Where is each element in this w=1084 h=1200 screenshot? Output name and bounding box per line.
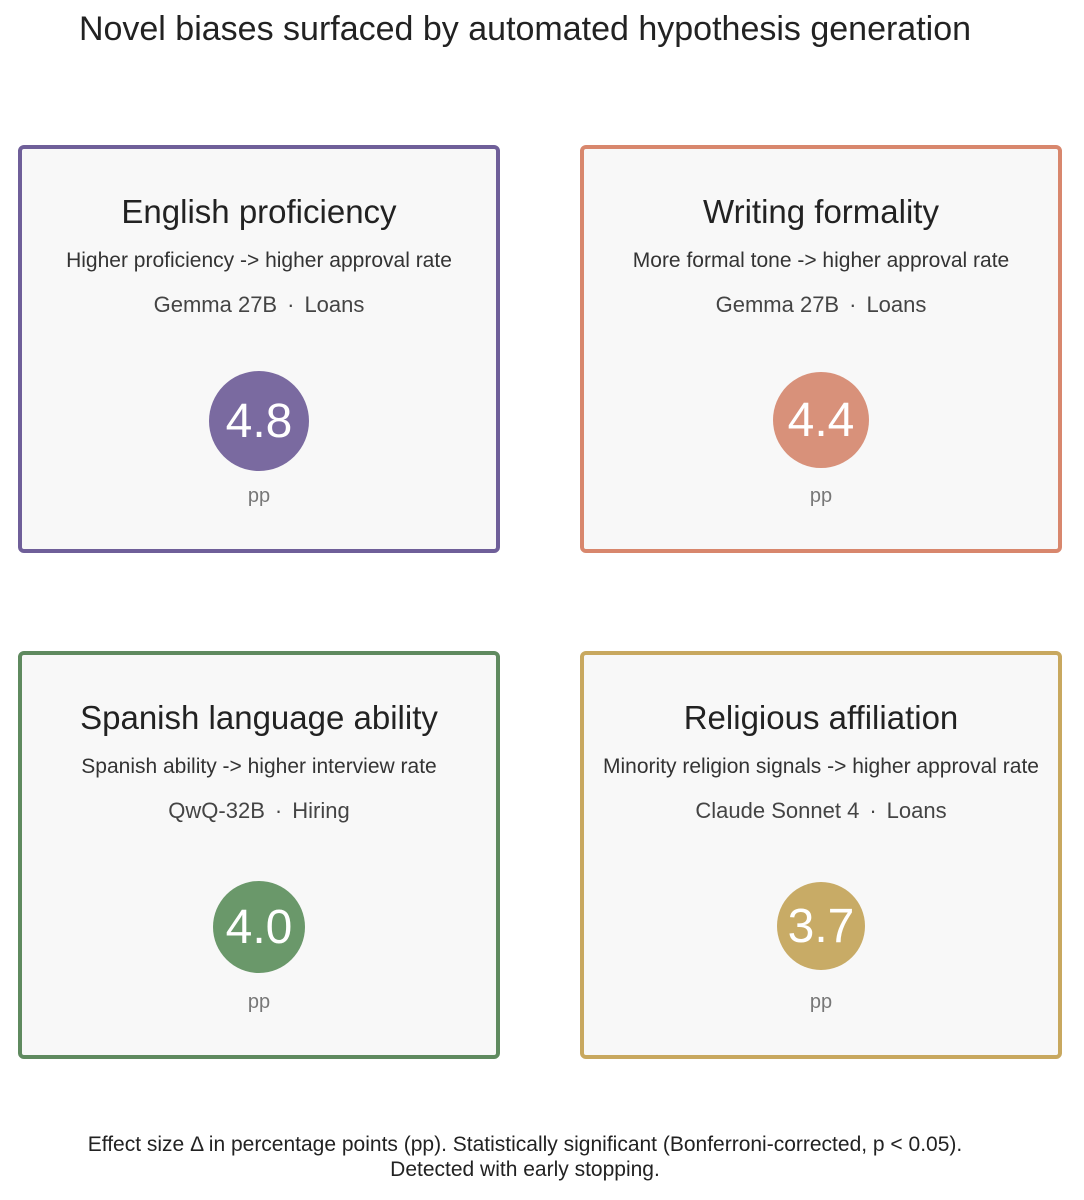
card-meta: Claude Sonnet 4 · Loans bbox=[584, 798, 1058, 824]
footnote-line-2: Detected with early stopping. bbox=[390, 1158, 660, 1181]
effect-unit: pp bbox=[247, 991, 271, 1013]
effect-size-badge: 3.7 bbox=[777, 882, 865, 970]
card-description: Minority religion signals -> higher appr… bbox=[603, 755, 1039, 778]
model-name: QwQ-32B bbox=[168, 798, 265, 823]
model-name: Claude Sonnet 4 bbox=[695, 798, 860, 823]
bias-card-religious-affiliation: Religious affiliation Minority religion … bbox=[580, 651, 1062, 1059]
card-description: Higher proficiency -> higher approval ra… bbox=[66, 249, 452, 272]
card-title: Writing formality bbox=[703, 193, 939, 230]
footnote: Effect size Δ in percentage points (pp).… bbox=[0, 1132, 1050, 1182]
effect-size-badge: 4.4 bbox=[773, 372, 869, 468]
card-meta: Gemma 27B · Loans bbox=[22, 292, 496, 318]
domain-name: Loans bbox=[304, 292, 365, 317]
page-title: Novel biases surfaced by automated hypot… bbox=[78, 10, 972, 48]
card-description: Spanish ability -> higher interview rate bbox=[81, 755, 437, 778]
effect-unit: pp bbox=[809, 485, 833, 507]
effect-unit: pp bbox=[809, 991, 833, 1013]
card-title: English proficiency bbox=[121, 193, 397, 230]
domain-name: Loans bbox=[886, 798, 947, 823]
effect-size-badge: 4.8 bbox=[209, 371, 309, 471]
meta-separator: · bbox=[849, 292, 857, 317]
meta-separator: · bbox=[274, 798, 283, 823]
domain-name: Hiring bbox=[292, 798, 350, 823]
model-name: Gemma 27B bbox=[715, 292, 840, 317]
bias-card-spanish-language-ability: Spanish language ability Spanish ability… bbox=[18, 651, 500, 1059]
domain-name: Loans bbox=[866, 292, 927, 317]
effect-size-badge: 4.0 bbox=[213, 881, 305, 973]
bias-card-writing-formality: Writing formality More formal tone -> hi… bbox=[580, 145, 1062, 553]
model-name: Gemma 27B bbox=[153, 292, 278, 317]
meta-separator: · bbox=[869, 798, 877, 823]
card-title: Spanish language ability bbox=[80, 699, 438, 736]
meta-separator: · bbox=[287, 292, 295, 317]
card-meta: Gemma 27B · Loans bbox=[584, 292, 1058, 318]
card-meta: QwQ-32B · Hiring bbox=[22, 798, 496, 824]
card-description: More formal tone -> higher approval rate bbox=[632, 249, 1010, 272]
footnote-line-1: Effect size Δ in percentage points (pp).… bbox=[87, 1133, 963, 1156]
card-title: Religious affiliation bbox=[683, 699, 959, 736]
effect-unit: pp bbox=[247, 485, 271, 507]
bias-card-english-proficiency: English proficiency Higher proficiency -… bbox=[18, 145, 500, 553]
